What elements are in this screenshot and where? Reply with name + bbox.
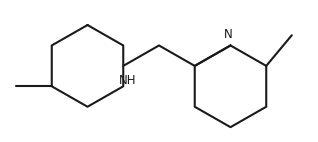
Text: NH: NH xyxy=(119,74,136,87)
Text: N: N xyxy=(224,28,232,41)
